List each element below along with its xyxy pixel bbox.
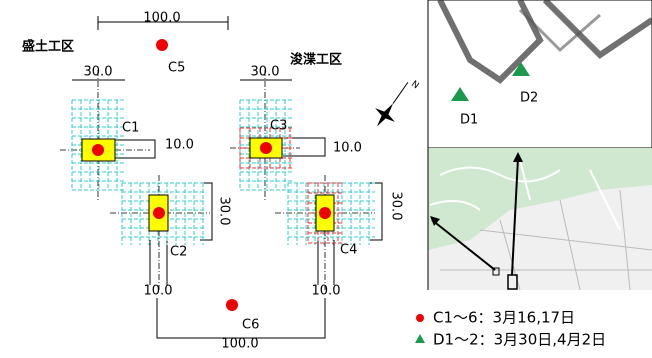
point-label: D2 [520, 91, 538, 106]
point-label: C1 [122, 121, 139, 136]
c3-marker [260, 142, 272, 154]
point-label: C6 [242, 318, 259, 333]
dim-text: 100.0 [221, 337, 258, 352]
c4-marker [319, 207, 331, 219]
center-line [60, 70, 375, 290]
dim-text: 30.0 [251, 65, 280, 80]
legend-dot [416, 314, 424, 322]
dim-line [115, 140, 155, 158]
c6-marker [226, 299, 238, 311]
dim-text: 30.0 [84, 65, 113, 80]
legend-triangle [415, 334, 425, 343]
dim-line [157, 298, 325, 338]
survey-diagram: N 盛土工区 浚渫工区 100.0 30.0 30.0 10.0 10.0 30… [0, 0, 652, 358]
point-label: D1 [460, 113, 478, 128]
dim-line [283, 138, 325, 156]
dim-text: 100.0 [143, 11, 180, 26]
dim-text: 10.0 [144, 284, 173, 299]
site-label: 盛土工区 [22, 39, 74, 55]
point-label: C3 [270, 119, 287, 134]
site-label: 浚渫工区 [290, 52, 342, 68]
dim-text: 30.0 [217, 197, 232, 226]
dim-text: 10.0 [165, 138, 194, 153]
dim-text: 10.0 [312, 284, 341, 299]
legend-text: D1～2：3月30日,4月2日 [433, 331, 606, 349]
svg-text:N: N [409, 79, 420, 91]
dim-text: 30.0 [389, 192, 404, 221]
point-label: C2 [170, 245, 187, 260]
dim-line [370, 183, 382, 240]
point-label: C5 [168, 61, 185, 76]
compass: N [367, 70, 421, 133]
c2-marker [153, 207, 165, 219]
point-label: C4 [340, 243, 357, 258]
legend-text: C1～6：3月16,17日 [433, 309, 575, 327]
c1-marker [92, 144, 104, 156]
dim-text: 10.0 [333, 141, 362, 156]
c5-marker [156, 39, 168, 51]
